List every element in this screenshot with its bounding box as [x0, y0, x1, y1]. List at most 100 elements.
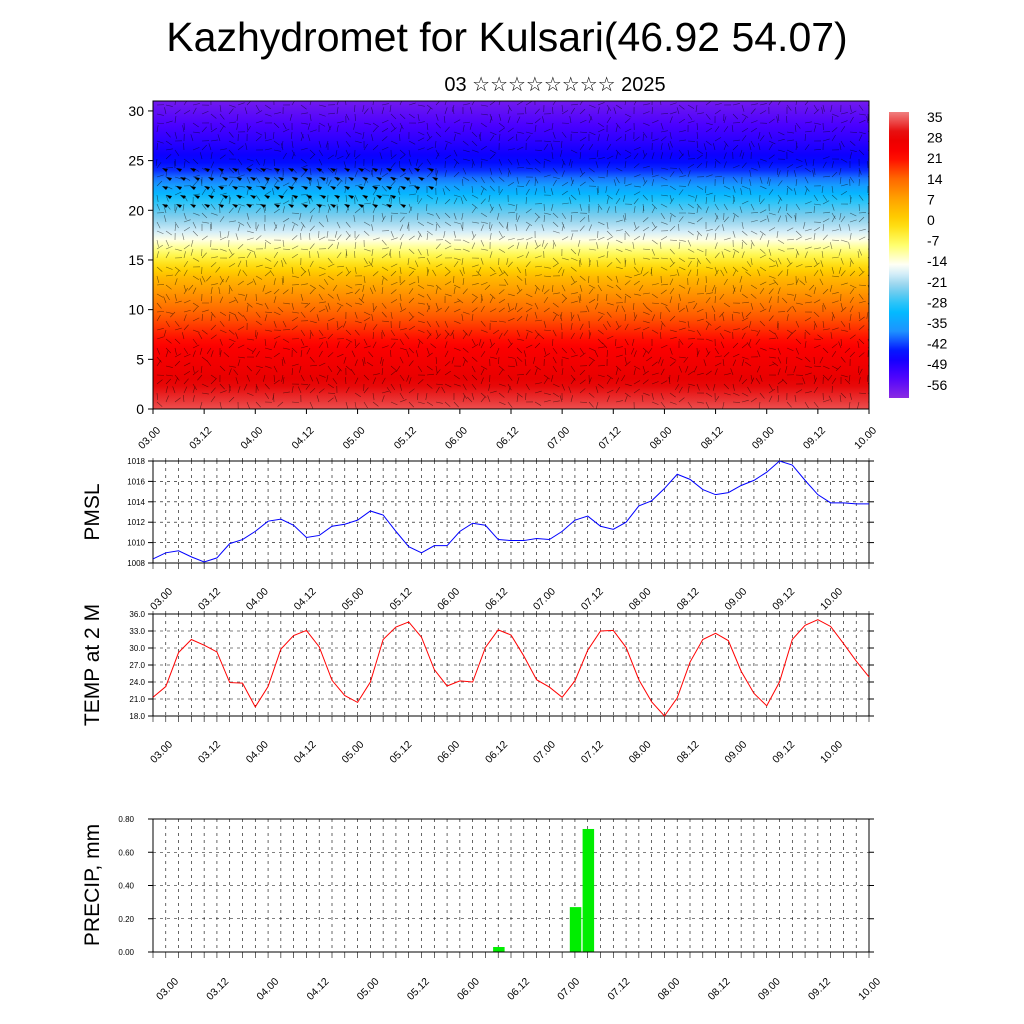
wind-barb — [462, 167, 467, 175]
wind-barb — [255, 264, 263, 268]
wind-barb — [515, 224, 518, 232]
wind-barb — [219, 383, 225, 390]
wind-arrow — [166, 195, 172, 199]
wind-barb — [840, 320, 846, 327]
wind-barb — [759, 218, 767, 223]
wind-barb — [714, 355, 722, 358]
wind-barb — [309, 167, 312, 175]
wind-barb — [408, 206, 413, 214]
wind-barb — [615, 377, 620, 385]
wind-barb — [198, 332, 203, 340]
wind-barb — [759, 248, 766, 254]
wind-barb — [795, 347, 800, 355]
wind-barb — [516, 266, 521, 274]
wind-barb — [399, 302, 403, 310]
wind-barb — [453, 275, 455, 284]
wind-barb — [273, 374, 276, 382]
wind-barb — [534, 365, 541, 371]
wind-barb — [534, 149, 543, 151]
wind-barb — [244, 107, 248, 115]
wind-barb — [642, 311, 650, 315]
wind-barb — [219, 390, 227, 394]
wind-barb — [705, 161, 708, 169]
wind-barb — [525, 332, 529, 340]
wind-barb — [174, 248, 182, 252]
wind-barb — [722, 401, 725, 409]
wind-barb — [291, 221, 299, 226]
wind-barb — [480, 396, 486, 403]
wind-barb — [723, 373, 731, 376]
wind-barb — [561, 368, 564, 376]
wind-barb — [516, 146, 524, 151]
wind-barb — [318, 104, 326, 107]
wind-barb — [831, 127, 838, 133]
wind-barb — [678, 327, 686, 331]
wind-barb — [381, 146, 389, 151]
wind-barb — [831, 327, 839, 331]
wind-barb — [426, 158, 432, 165]
wind-barb — [245, 143, 248, 151]
wind-barb — [201, 309, 209, 313]
wind-barb — [631, 338, 635, 346]
wind-barb — [336, 234, 342, 241]
wind-barb — [498, 392, 505, 398]
wind-barb — [642, 292, 650, 295]
wind-barb — [417, 341, 421, 349]
wind-barb — [696, 233, 699, 241]
wind-barb — [678, 223, 680, 232]
wind-barb — [830, 104, 833, 112]
wind-arrow — [330, 186, 336, 190]
wind-barb — [578, 260, 581, 268]
wind-barb — [723, 203, 728, 211]
wind-barb — [201, 110, 209, 115]
wind-barb — [831, 378, 837, 385]
wind-barb — [570, 347, 576, 354]
wind-barb — [417, 198, 423, 205]
wind-barb — [705, 206, 709, 214]
wind-barb — [426, 373, 434, 376]
wind-barb — [732, 144, 739, 151]
wind-barb — [642, 122, 650, 126]
wind-barb — [624, 383, 632, 387]
wind-barb — [812, 158, 815, 166]
wind-barb — [237, 326, 245, 331]
wind-barb — [749, 170, 752, 178]
wind-barb — [480, 198, 486, 205]
wind-barb — [291, 401, 299, 403]
wind-barb — [372, 237, 380, 241]
wind-barb — [246, 281, 254, 286]
wind-barb — [444, 306, 450, 313]
wind-barb — [174, 224, 177, 232]
wind-barb — [309, 179, 312, 187]
wind-barb — [264, 131, 267, 139]
wind-barb — [534, 244, 541, 250]
wind-barb — [210, 262, 217, 268]
wind-barb — [334, 230, 338, 238]
wind-barb — [642, 194, 648, 201]
wind-barb — [327, 397, 334, 403]
wind-barb — [849, 116, 854, 124]
wind-barb — [371, 134, 374, 142]
wind-barb — [858, 338, 865, 345]
wind-barb — [858, 134, 863, 142]
wind-barb — [336, 125, 339, 133]
wind-barb — [435, 149, 440, 157]
wind-barb — [768, 227, 776, 232]
wind-barb — [759, 103, 767, 106]
wind-barb — [552, 365, 557, 373]
wind-barb — [471, 365, 476, 373]
cross-section-y-tick-label: 15 — [128, 252, 144, 268]
wind-barb — [354, 113, 356, 122]
wind-barb — [371, 224, 374, 232]
wind-barb — [460, 224, 464, 232]
wind-barb — [381, 359, 384, 367]
wind-barb — [480, 296, 483, 304]
wind-barb — [444, 350, 449, 358]
wind-barb — [759, 209, 767, 214]
wind-barb — [444, 329, 450, 336]
wind-barb — [821, 185, 824, 193]
wind-barb — [552, 242, 555, 250]
wind-barb — [506, 221, 509, 229]
wind-barb — [633, 235, 641, 241]
wind-barb — [457, 298, 464, 304]
